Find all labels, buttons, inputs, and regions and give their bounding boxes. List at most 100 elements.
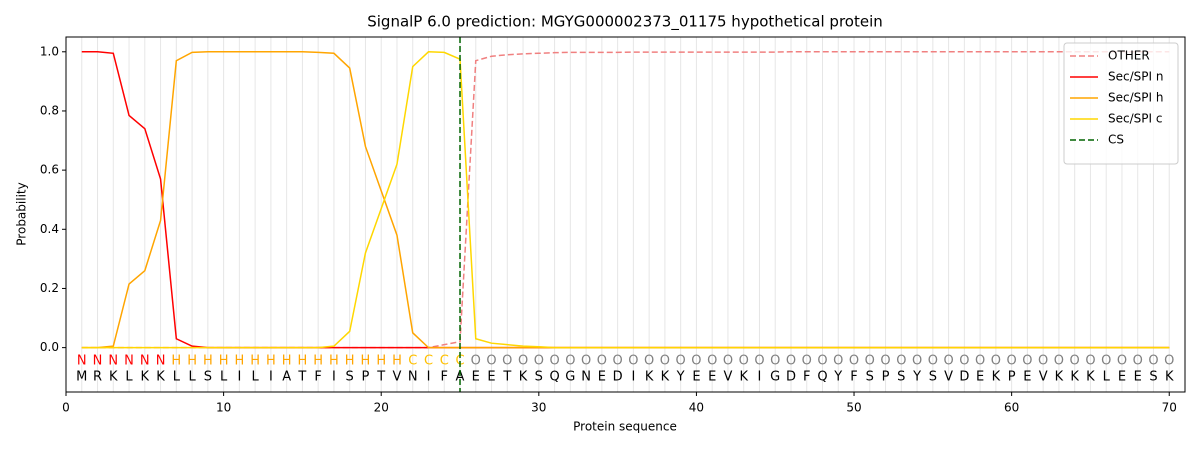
residue: P: [1008, 370, 1016, 385]
region-label: C: [408, 354, 417, 369]
region-label: O: [959, 354, 969, 369]
legend-label: CS: [1108, 133, 1124, 147]
residue: V: [393, 370, 402, 385]
region-label: O: [581, 354, 591, 369]
residue: Y: [912, 370, 921, 385]
residue: T: [297, 370, 306, 385]
region-label: N: [77, 354, 87, 369]
region-label: O: [723, 354, 733, 369]
region-label: C: [424, 354, 433, 369]
region-label: O: [471, 354, 481, 369]
region-label: O: [928, 354, 938, 369]
residue: I: [758, 370, 762, 385]
residue: S: [897, 370, 905, 385]
legend-label: Sec/SPI c: [1108, 112, 1162, 126]
residue: D: [959, 370, 969, 385]
region-label: O: [912, 354, 922, 369]
residue: D: [786, 370, 796, 385]
region-label: O: [644, 354, 654, 369]
region-label: N: [108, 354, 118, 369]
region-label: O: [880, 354, 890, 369]
region-label: O: [1022, 354, 1032, 369]
region-label: O: [1085, 354, 1095, 369]
region-label: C: [440, 354, 449, 369]
region-label: O: [849, 354, 859, 369]
residue: K: [1165, 370, 1174, 385]
region-label: H: [266, 354, 276, 369]
region-label: O: [534, 354, 544, 369]
residue: R: [93, 370, 102, 385]
residue: K: [661, 370, 670, 385]
residue: F: [441, 370, 448, 385]
region-label: H: [298, 354, 308, 369]
residue: T: [376, 370, 385, 385]
y-axis-label: Probability: [15, 182, 29, 245]
residue: L: [1103, 370, 1111, 385]
region-label: O: [1101, 354, 1111, 369]
region-label: O: [565, 354, 575, 369]
residue: E: [976, 370, 984, 385]
residue: I: [332, 370, 336, 385]
region-label: O: [518, 354, 528, 369]
region-label: O: [817, 354, 827, 369]
residue: A: [282, 370, 291, 385]
residue: G: [565, 370, 575, 385]
residue: Q: [549, 370, 559, 385]
residue: E: [1023, 370, 1031, 385]
residue: L: [188, 370, 196, 385]
residue: K: [156, 370, 165, 385]
residue: Q: [817, 370, 827, 385]
residue: K: [645, 370, 654, 385]
region-label: N: [93, 354, 103, 369]
residue: P: [882, 370, 890, 385]
region-label: O: [691, 354, 701, 369]
region-label: O: [1133, 354, 1143, 369]
region-label: O: [660, 354, 670, 369]
residue: I: [269, 370, 273, 385]
legend-label: Sec/SPI n: [1108, 70, 1163, 84]
residue: I: [237, 370, 241, 385]
residue: E: [472, 370, 480, 385]
region-label: N: [124, 354, 134, 369]
residue: E: [598, 370, 606, 385]
x-tick-label: 30: [531, 401, 546, 415]
residue: K: [519, 370, 528, 385]
region-label: O: [896, 354, 906, 369]
y-tick-label: 0.8: [40, 103, 59, 117]
residue: E: [692, 370, 700, 385]
region-label: O: [613, 354, 623, 369]
region-label: O: [1038, 354, 1048, 369]
region-label: H: [392, 354, 402, 369]
x-tick-label: 10: [216, 401, 231, 415]
region-label: O: [486, 354, 496, 369]
residue: Y: [833, 370, 842, 385]
y-tick-label: 0.2: [40, 281, 59, 295]
x-tick-label: 40: [689, 401, 704, 415]
residue: E: [1134, 370, 1142, 385]
region-label: H: [345, 354, 355, 369]
residue: S: [866, 370, 874, 385]
chart-title: SignalP 6.0 prediction: MGYG000002373_01…: [367, 13, 883, 32]
region-label: H: [187, 354, 197, 369]
residue: V: [1039, 370, 1048, 385]
residue: D: [613, 370, 623, 385]
region-label: O: [707, 354, 717, 369]
residue: F: [803, 370, 810, 385]
series-line: [81, 51, 1170, 349]
region-label: O: [833, 354, 843, 369]
region-label: H: [313, 354, 323, 369]
y-tick-label: 0.6: [40, 163, 59, 177]
region-label: O: [597, 354, 607, 369]
residue: T: [502, 370, 511, 385]
region-label: H: [219, 354, 229, 369]
residue: P: [362, 370, 370, 385]
region-label: O: [1164, 354, 1174, 369]
residue: L: [252, 370, 260, 385]
region-label: O: [943, 354, 953, 369]
region-label: O: [802, 354, 812, 369]
region-label: O: [975, 354, 985, 369]
residue: I: [631, 370, 635, 385]
residue: G: [770, 370, 780, 385]
region-label: O: [676, 354, 686, 369]
